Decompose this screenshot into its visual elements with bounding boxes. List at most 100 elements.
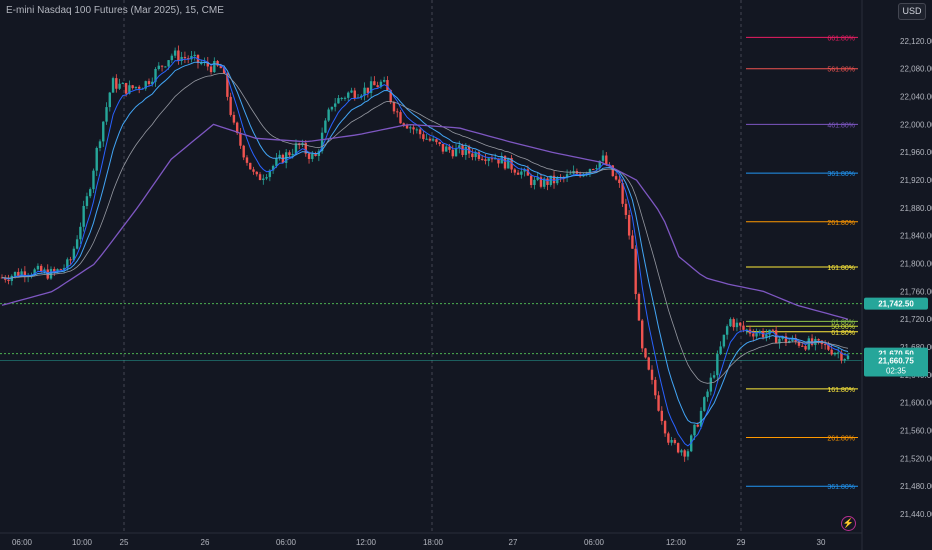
candle-body	[173, 50, 177, 56]
y-tick-label: 21,760.00	[900, 287, 932, 296]
candle-body	[56, 269, 59, 272]
x-tick-label: 26	[201, 538, 210, 547]
candle-body	[543, 178, 546, 187]
candle-body	[739, 322, 742, 326]
candle-body	[75, 239, 79, 249]
candle-body	[526, 169, 530, 176]
y-tick-label: 21,560.00	[900, 427, 932, 436]
candle-body	[823, 344, 827, 346]
y-tick-label: 21,440.00	[900, 510, 932, 519]
y-tick-label: 22,040.00	[900, 93, 932, 102]
x-tick-label: 18:00	[423, 538, 444, 547]
candle-body	[79, 226, 82, 240]
candle-body	[716, 354, 719, 376]
candle-body	[784, 336, 788, 343]
candle-body	[108, 92, 111, 108]
candle-body	[239, 133, 242, 146]
ema-slow-line	[1, 123, 849, 320]
candle-body	[637, 294, 641, 321]
candle-body	[641, 320, 644, 349]
candle-body	[320, 132, 324, 152]
candle-body	[480, 158, 484, 160]
candle-body	[271, 165, 275, 171]
candle-body	[382, 80, 386, 82]
candle-body	[242, 145, 245, 158]
candle-body	[396, 111, 399, 113]
y-tick-label: 21,960.00	[900, 148, 932, 157]
candle-body	[765, 334, 768, 338]
candle-body	[157, 65, 160, 69]
candle-body	[98, 141, 102, 148]
candle-body	[725, 326, 729, 335]
candle-body	[275, 158, 278, 166]
candle-body	[817, 339, 820, 341]
candle-body	[245, 157, 249, 163]
candle-body	[59, 269, 62, 271]
candle-body	[565, 174, 569, 178]
candle-body	[438, 142, 441, 144]
candle-body	[471, 153, 474, 158]
candle-body	[546, 178, 549, 185]
candle-body	[833, 352, 837, 355]
candle-body	[490, 158, 494, 160]
candle-body	[663, 421, 667, 434]
candle-body	[291, 153, 294, 156]
candle-body	[105, 107, 108, 122]
candle-body	[369, 81, 373, 93]
candle-body	[216, 60, 219, 66]
lightning-icon[interactable]: ⚡	[841, 516, 856, 531]
candle-body	[827, 344, 830, 350]
candle-body	[755, 333, 758, 337]
candle-body	[458, 145, 461, 149]
candle-body	[673, 439, 677, 444]
chart-title: E-mini Nasdaq 100 Futures (Mar 2025), 15…	[6, 5, 224, 16]
candle-body	[709, 377, 713, 392]
candle-body	[592, 169, 595, 171]
candle-body	[307, 153, 311, 159]
candle-body	[23, 271, 27, 277]
candle-body	[118, 83, 121, 89]
candle-body	[134, 86, 138, 89]
candle-body	[693, 424, 696, 436]
candle-body	[92, 170, 95, 190]
candle-body	[170, 55, 174, 61]
candle-body	[53, 268, 56, 272]
candle-body	[268, 170, 272, 178]
candle-body	[409, 127, 412, 129]
candle-body	[337, 98, 340, 104]
candle-body	[647, 357, 650, 370]
candle-body	[405, 125, 409, 129]
candle-body	[82, 205, 85, 227]
currency-button[interactable]: USD	[898, 3, 926, 20]
candle-body	[454, 148, 458, 157]
candle-body	[428, 138, 432, 141]
candle-body	[386, 80, 389, 91]
candle-body	[611, 165, 615, 177]
candle-body	[657, 395, 660, 411]
candle-body	[840, 352, 843, 361]
candle-body	[255, 171, 258, 175]
x-tick-label: 30	[817, 538, 826, 547]
candle-body	[605, 155, 608, 166]
candle-body	[311, 153, 314, 159]
candle-body	[327, 109, 330, 121]
candle-body	[497, 158, 500, 164]
y-tick-label: 21,480.00	[900, 482, 932, 491]
candle-body	[644, 348, 647, 358]
candle-body	[539, 177, 543, 187]
candle-body	[627, 214, 631, 236]
candle-body	[206, 61, 209, 67]
x-tick-label: 12:00	[356, 538, 377, 547]
candle-body	[791, 338, 794, 342]
candle-body	[330, 106, 334, 110]
candle-body	[422, 134, 425, 140]
x-tick-label: 06:00	[276, 538, 297, 547]
candle-body	[418, 129, 422, 135]
candle-body	[294, 143, 298, 154]
candle-body	[451, 149, 454, 157]
candle-body	[131, 85, 134, 89]
candle-body	[588, 169, 592, 174]
candle-body	[507, 158, 510, 169]
candle-body	[95, 147, 98, 171]
